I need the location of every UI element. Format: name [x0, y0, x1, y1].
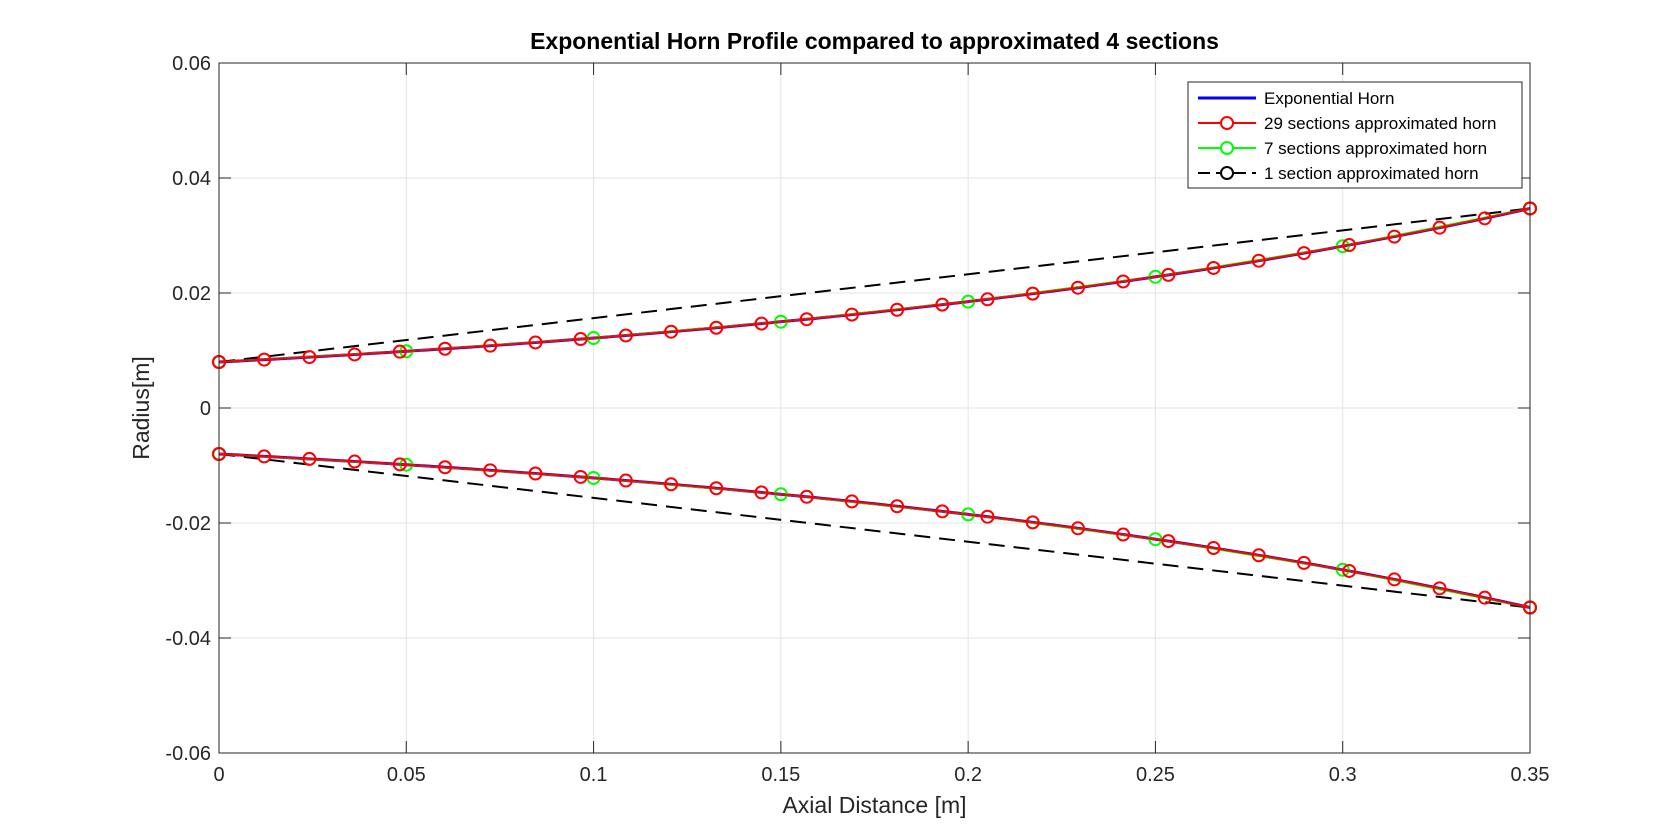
- data-point: [257, 449, 272, 464]
- data-point: [935, 504, 950, 519]
- legend: Exponential Horn 29 sections approximated…: [1187, 81, 1523, 189]
- data-point: [483, 338, 498, 353]
- data-point: [980, 509, 995, 524]
- data-point: [1251, 548, 1266, 563]
- data-point: [664, 477, 679, 492]
- tick-labels: 0 0.05 0.1 0.15 0.2 0.25 0.3 0.35 -0.06 -0.04 -0.0…: [165, 53, 1549, 786]
- data-point: [1387, 229, 1402, 244]
- legend-marker: [1220, 166, 1234, 180]
- series-line-upper: [218, 207, 1531, 363]
- legend-label: 1 section approximated horn: [1264, 164, 1479, 183]
- legend-marker: [1220, 116, 1234, 130]
- x-tick-label: 0.2: [954, 764, 982, 786]
- data-point: [709, 481, 724, 496]
- data-point: [1116, 527, 1131, 542]
- x-tick-label: 0.25: [1136, 764, 1175, 786]
- data-point: [347, 347, 362, 362]
- data-point: [573, 332, 588, 347]
- y-tick-label: 0.02: [172, 283, 211, 305]
- data-point: [1025, 286, 1040, 301]
- data-point: [257, 352, 272, 367]
- data-point: [438, 460, 453, 475]
- data-point: [302, 451, 317, 466]
- legend-label: 7 sections approximated horn: [1264, 139, 1487, 158]
- data-point: [438, 341, 453, 356]
- data-point: [844, 307, 859, 322]
- data-point: [1335, 562, 1350, 577]
- y-tick-label: 0: [200, 398, 211, 420]
- legend-item: 1 section approximated horn: [1198, 164, 1479, 183]
- data-point: [1116, 274, 1131, 289]
- x-tick-label: 0.15: [761, 764, 800, 786]
- y-tick-label: 0.06: [172, 53, 211, 75]
- x-tick-label: 0.35: [1511, 764, 1550, 786]
- legend-label: Exponential Horn: [1264, 89, 1394, 108]
- data-point: [302, 350, 317, 365]
- data-point: [980, 292, 995, 307]
- data-point: [799, 312, 814, 327]
- data-point: [1342, 238, 1357, 253]
- data-point: [1251, 253, 1266, 268]
- legend-item: Exponential Horn: [1198, 89, 1394, 108]
- data-point: [1206, 260, 1221, 275]
- legend-marker: [1220, 141, 1234, 155]
- data-point: [709, 320, 724, 335]
- data-point: [528, 335, 543, 350]
- y-tick-label: -0.04: [165, 628, 211, 650]
- data-point: [844, 494, 859, 509]
- series-line-upper: [218, 207, 1531, 363]
- data-point: [392, 457, 407, 472]
- data-point: [1296, 246, 1311, 261]
- plot-frame: [218, 62, 1531, 754]
- data-point: [1477, 590, 1492, 605]
- data-point: [754, 485, 769, 500]
- legend-item: 7 sections approximated horn: [1198, 139, 1487, 158]
- data-point: [1477, 211, 1492, 226]
- data-point: [1432, 581, 1447, 596]
- data-point: [1335, 239, 1350, 254]
- data-point: [1387, 572, 1402, 587]
- y-tick-label: -0.02: [165, 513, 211, 535]
- data-point: [573, 469, 588, 484]
- legend-box: [1187, 81, 1523, 189]
- x-tick-label: 0: [213, 764, 224, 786]
- chart-title: Exponential Horn Profile compared to app…: [530, 28, 1219, 54]
- data-point: [618, 328, 633, 343]
- data-point: [799, 489, 814, 504]
- y-axis-label: Radius[m]: [128, 356, 154, 460]
- data-point: [1206, 541, 1221, 556]
- data-point: [890, 499, 905, 514]
- data-point: [618, 473, 633, 488]
- data-point: [1070, 280, 1085, 295]
- series-line-lower: [218, 453, 1531, 609]
- data-point: [935, 297, 950, 312]
- data-point: [392, 344, 407, 359]
- data-point: [1296, 555, 1311, 570]
- x-tick-label: 0.1: [580, 764, 608, 786]
- data-point: [664, 324, 679, 339]
- data-point: [528, 466, 543, 481]
- data-point: [347, 454, 362, 469]
- data-point: [890, 302, 905, 317]
- data-point: [483, 463, 498, 478]
- data-point: [1432, 220, 1447, 235]
- legend-label: 29 sections approximated horn: [1264, 114, 1496, 133]
- y-tick-label: 0.04: [172, 168, 211, 190]
- data-point: [754, 316, 769, 331]
- series-line-lower: [218, 453, 1531, 609]
- x-axis-label: Axial Distance [m]: [782, 792, 966, 818]
- data-point: [1070, 521, 1085, 536]
- data-point: [1342, 563, 1357, 578]
- data-point: [1161, 267, 1176, 282]
- data-point: [1025, 515, 1040, 530]
- x-tick-label: 0.05: [387, 764, 426, 786]
- legend-item: 29 sections approximated horn: [1198, 114, 1496, 133]
- y-tick-label: -0.06: [165, 743, 211, 765]
- x-tick-label: 0.3: [1329, 764, 1357, 786]
- data-point: [1161, 534, 1176, 549]
